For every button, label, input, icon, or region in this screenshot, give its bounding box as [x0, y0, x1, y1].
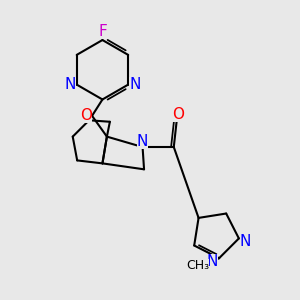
Text: O: O	[172, 107, 184, 122]
Text: F: F	[98, 24, 107, 39]
Text: N: N	[240, 234, 251, 249]
Text: N: N	[129, 77, 140, 92]
Text: N: N	[137, 134, 148, 148]
Text: N: N	[207, 254, 218, 269]
Text: N: N	[64, 77, 76, 92]
Text: CH₃: CH₃	[186, 259, 209, 272]
Text: O: O	[80, 108, 92, 123]
